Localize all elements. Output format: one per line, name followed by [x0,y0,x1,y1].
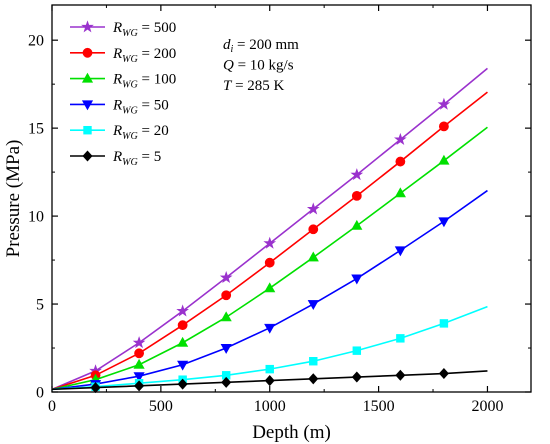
legend-marker [81,100,94,111]
legend-marker [82,150,93,162]
y-axis-title: Pressure (MPa) [3,140,24,258]
data-point [308,224,319,235]
legend-marker [82,47,93,58]
legend-entry: RWG = 5 [70,149,161,168]
data-point [394,132,407,145]
x-axis-ticks: 0 500 1000 1500 2000 [48,5,503,415]
data-point [177,320,188,331]
annotation-text: T = 285 K [223,78,285,94]
y-tick-label: 5 [36,297,44,314]
data-point [438,217,450,228]
series-5 [51,368,488,394]
data-point [308,373,319,385]
x-axis-title: Depth (m) [252,422,331,443]
data-point [177,336,189,347]
data-point [439,121,449,132]
plot-frame [51,4,532,393]
legend-label: RWG = 100 [112,72,176,91]
data-point [264,323,276,334]
data-point [221,376,232,388]
series-layer [51,67,488,394]
data-point [307,251,319,262]
data-point [309,357,318,366]
data-point [351,274,363,285]
legend-entry: RWG = 500 [70,20,176,39]
legend: RWG = 500 RWG = 200 RWG = 100 RWG = 50 RWG =… [70,20,176,168]
legend-label: RWG = 20 [112,123,169,142]
data-point [90,382,101,394]
data-point [177,378,188,390]
data-point [132,336,146,349]
legend-label: RWG = 500 [112,20,176,39]
legend-entry: RWG = 100 [70,72,176,91]
legend-marker [83,125,92,135]
data-point [438,368,449,380]
legend-entry: RWG = 20 [70,123,169,142]
data-point [219,270,233,284]
data-point [133,358,145,369]
data-point [306,202,320,215]
annotation-text: Q = 10 kg/s [223,58,294,74]
data-point [438,154,450,165]
data-point [134,380,145,392]
x-tick-label: 0 [48,398,56,415]
legend-marker [81,20,94,33]
data-point [177,360,189,371]
data-point [221,290,232,301]
data-point [265,364,274,374]
y-tick-label: 10 [28,209,44,226]
x-tick-label: 2000 [471,398,503,415]
data-point [134,348,144,359]
series-500 [51,67,488,391]
x-tick-label: 500 [149,398,173,415]
series-200 [51,91,488,391]
x-tick-label: 1000 [254,398,286,415]
data-point [394,246,406,257]
data-point [351,219,363,230]
legend-label: RWG = 200 [112,46,176,65]
data-point [264,257,275,268]
data-point [395,156,406,167]
legend-label: RWG = 5 [112,149,161,168]
data-point [133,372,145,383]
data-point [264,282,276,293]
data-point [352,346,362,355]
annotation-text: di = 200 mm [223,37,299,55]
y-tick-label: 20 [28,33,44,50]
y-tick-label: 15 [28,121,44,138]
data-point [264,375,275,387]
data-point [351,371,362,383]
data-point [307,300,319,310]
data-point [394,187,406,198]
data-point [220,311,232,322]
data-point [220,344,232,354]
y-tick-label: 0 [36,385,44,402]
data-point [351,190,362,201]
legend-marker [81,72,94,83]
data-point [437,97,451,110]
series-line [51,67,488,391]
data-point [395,369,406,381]
annotations: di = 200 mm Q = 10 kg/s T = 285 K [223,37,299,94]
legend-entry: RWG = 50 [70,97,169,116]
data-point [176,304,189,317]
axes-frame [51,4,532,393]
data-point [350,168,364,181]
legend-label: RWG = 50 [112,97,169,116]
y-axis-ticks: 0 5 10 15 20 [28,33,531,402]
legend-entry: RWG = 200 [70,46,176,65]
data-point [439,319,449,328]
data-point [263,236,277,249]
x-tick-label: 1500 [363,398,395,415]
data-point [396,334,405,343]
